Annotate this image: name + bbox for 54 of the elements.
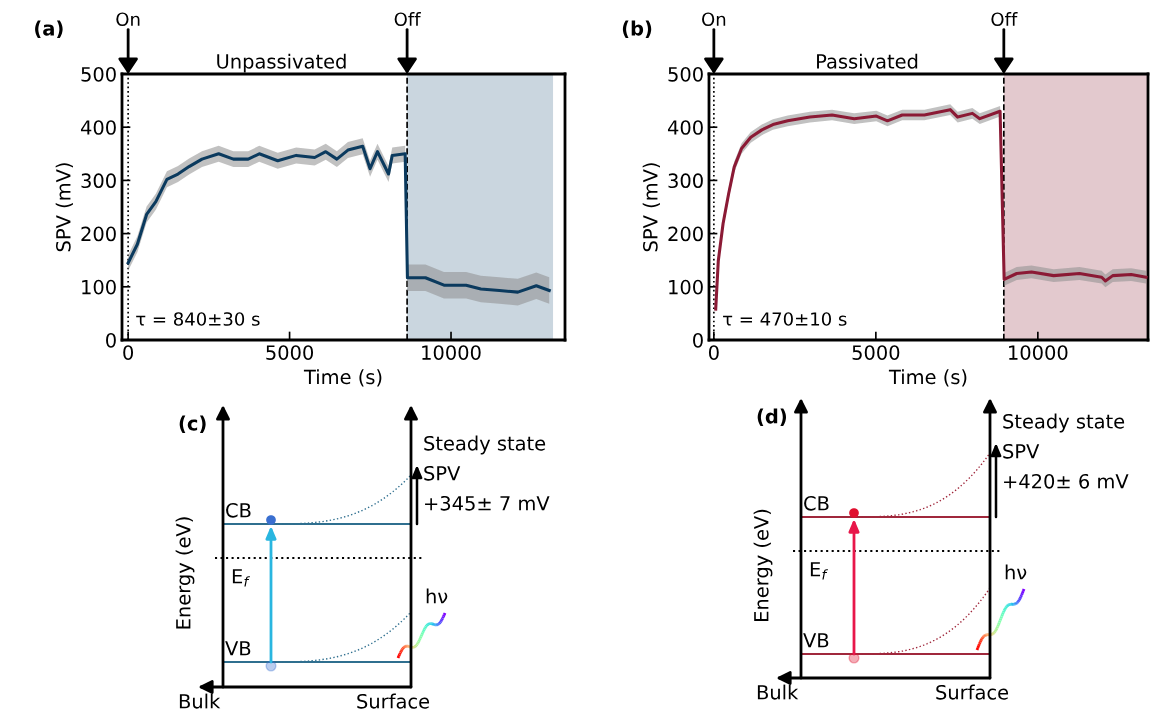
text: VB <box>803 633 829 648</box>
text: Energy (eV) <box>753 509 773 621</box>
text: hν <box>426 588 448 604</box>
text: (d) <box>757 408 787 426</box>
text: E$_{f}$ <box>810 562 828 580</box>
text: Surface <box>357 693 430 709</box>
chart-title: Unpassivated <box>217 53 346 73</box>
text: +345± 7 mV <box>425 495 550 511</box>
text: CB <box>804 495 829 511</box>
y-tick-label: 100 <box>669 279 703 295</box>
y-axis-title: SPV (mV) <box>642 163 660 252</box>
y-axis-title: SPV (mV) <box>55 163 73 252</box>
y-tick-label: 500 <box>668 66 703 82</box>
annotation: τ = 470±10 s <box>723 312 847 326</box>
text: (c) <box>179 415 206 433</box>
text: Energy (eV) <box>175 517 195 629</box>
x-tick-label: 5000 <box>852 345 900 360</box>
text: CB <box>226 502 251 518</box>
y-tick-label: 500 <box>81 66 116 82</box>
text: E$_{f}$ <box>232 569 250 587</box>
y-tick-label: 300 <box>668 173 703 189</box>
text: hν <box>1005 564 1027 580</box>
y-tick-label: 300 <box>81 173 116 189</box>
text: Steady state <box>1003 413 1125 433</box>
text: Surface <box>936 684 1009 700</box>
y-tick-label: 400 <box>667 120 703 135</box>
y-tick-label: 0 <box>106 332 116 348</box>
annotation: Off <box>394 12 421 27</box>
y-tick-label: 100 <box>82 279 116 295</box>
x-tick-label: 5000 <box>266 345 314 360</box>
annotation: On <box>702 12 726 27</box>
y-tick-label: 200 <box>668 226 703 242</box>
y-tick-label: 400 <box>80 120 116 135</box>
text: (a) <box>35 20 63 38</box>
x-axis-title: Time (s) <box>303 369 382 387</box>
x-tick-label: 10000 <box>1009 345 1068 360</box>
text: (b) <box>622 20 652 38</box>
text: Bulk <box>757 684 799 700</box>
text: +420± 6 mV <box>1004 473 1129 489</box>
y-tick-label: 200 <box>81 226 116 242</box>
text: SPV <box>1003 443 1040 459</box>
annotation: Off <box>991 12 1018 27</box>
y-tick-label: 0 <box>693 332 703 348</box>
x-tick-label: 0 <box>708 345 719 360</box>
x-tick-label: 0 <box>123 345 134 360</box>
text: SPV <box>424 465 461 481</box>
chart-title: Passivated <box>817 53 918 69</box>
text: Bulk <box>179 693 221 709</box>
text: VB <box>225 641 251 656</box>
x-tick-label: 10000 <box>422 345 481 360</box>
annotation: On <box>116 12 140 27</box>
x-axis-title: Time (s) <box>888 369 967 387</box>
annotation: τ = 840±30 s <box>136 312 260 326</box>
text: Steady state <box>424 435 546 455</box>
